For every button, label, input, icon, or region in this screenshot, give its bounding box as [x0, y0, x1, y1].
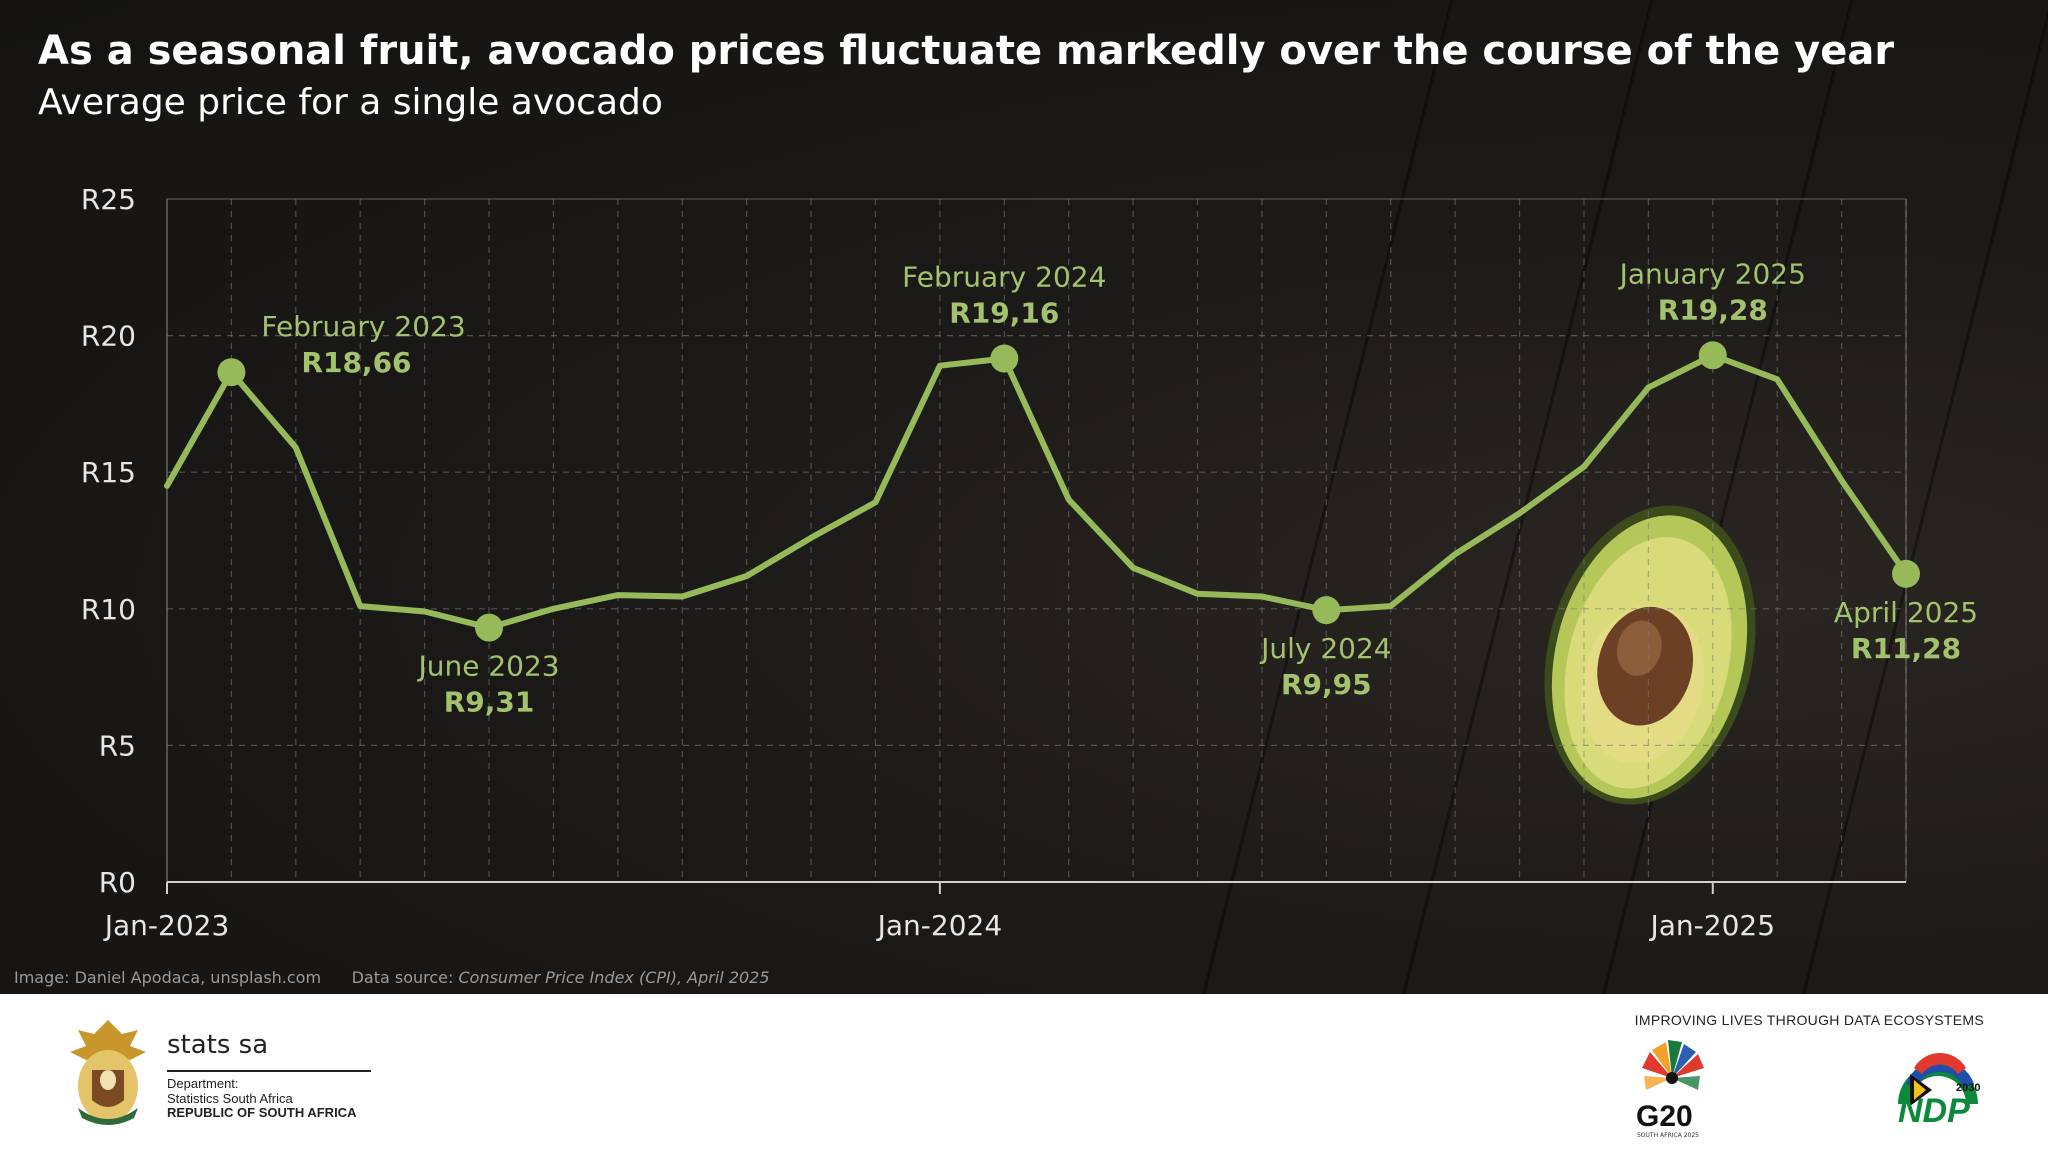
footer-bar: stats sa Department: Statistics South Af… [0, 994, 2048, 1152]
dept-line-3: REPUBLIC OF SOUTH AFRICA [167, 1105, 357, 1120]
y-tick-label: R5 [99, 729, 136, 762]
ndp-2030-logo-icon [1898, 1052, 1978, 1106]
axes: R0 R5 R10 R15 R20 R25 Jan-2023 Jan-2024 Jan-2025 [81, 183, 1907, 942]
image-credit: Image: Daniel Apodaca, unsplash.com [14, 968, 322, 987]
annotation-value: R9,31 [444, 686, 535, 719]
x-tick-label: Jan-2024 [876, 909, 1003, 942]
annotation-value: R18,66 [301, 346, 411, 379]
annotation-value: R19,28 [1658, 293, 1768, 326]
y-tick-label: R20 [81, 320, 136, 353]
line-chart: R0 R5 R10 R15 R20 R25 Jan-2023 Jan-2024 Jan-2025… [81, 183, 1978, 942]
g20-flower-logo-icon [1642, 1040, 1704, 1090]
y-tick-label: R10 [81, 593, 136, 626]
highlight-point [990, 344, 1019, 373]
y-tick-label: R25 [81, 183, 136, 216]
avocado-photo [1544, 505, 1756, 805]
annotation-month: February 2023 [261, 310, 465, 343]
ndp-year: 2030 [1956, 1082, 1981, 1094]
annotation-month: July 2024 [1259, 632, 1392, 665]
dept-line-1: Department: [167, 1076, 239, 1091]
ndp-label: NDP [1898, 1092, 1970, 1130]
tagline: IMPROVING LIVES THROUGH DATA ECOSYSTEMS [1634, 1012, 1984, 1028]
source-value: Consumer Price Index (CPI), April 2025 [458, 968, 770, 987]
highlight-point [1892, 559, 1920, 588]
highlight-markers [217, 341, 1920, 642]
chart-subtitle: Average price for a single avocado [38, 82, 663, 123]
org-name: stats sa [167, 1030, 269, 1060]
annotation-month: January 2025 [1618, 257, 1806, 290]
y-tick-label: R15 [81, 456, 136, 489]
y-tick-label: R0 [99, 866, 136, 899]
g20-label: G20 [1636, 1100, 1693, 1133]
org-divider [167, 1070, 371, 1072]
x-tick-label: Jan-2023 [103, 909, 230, 942]
highlight-point [217, 358, 246, 387]
annotation-month: April 2025 [1834, 596, 1978, 629]
annotation-value: R11,28 [1851, 632, 1961, 665]
annotation-month: June 2023 [416, 650, 559, 683]
chart-title: As a seasonal fruit, avocado prices fluc… [38, 28, 1895, 74]
annotation-month: February 2024 [902, 261, 1106, 294]
dept-line-2: Statistics South Africa [167, 1091, 293, 1106]
chart-panel: As a seasonal fruit, avocado prices fluc… [0, 0, 2048, 994]
annotation-value: R9,95 [1281, 668, 1372, 701]
grid [167, 198, 1907, 882]
g20-sublabel: SOUTH AFRICA 2025 [1637, 1132, 1699, 1139]
coat-of-arms-icon [70, 1020, 146, 1125]
price-series-line [164, 352, 1909, 631]
highlight-point [1312, 596, 1341, 625]
highlight-point [1698, 341, 1727, 370]
credits-line: Image: Daniel Apodaca, unsplash.com Data… [14, 968, 770, 987]
source-label: Data source: [351, 968, 454, 987]
highlight-point [475, 613, 504, 642]
x-tick-label: Jan-2025 [1649, 909, 1776, 942]
annotation-value: R19,16 [949, 297, 1059, 330]
